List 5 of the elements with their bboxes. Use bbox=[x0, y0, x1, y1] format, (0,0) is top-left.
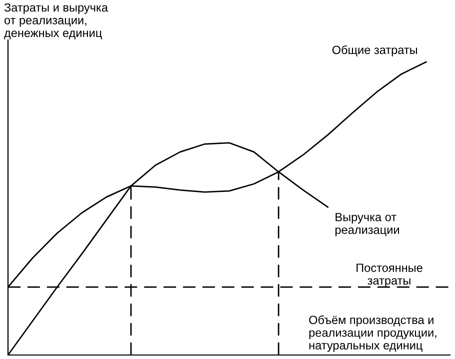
series-label: Общие затраты bbox=[332, 45, 417, 56]
x-axis-title: Объём производства и реализации продукции, натуральных единиц bbox=[309, 315, 436, 352]
series-label: Выручка от реализации bbox=[335, 213, 399, 236]
ref-line-label: Постоянные затраты bbox=[356, 264, 422, 288]
y-axis-title: Затраты и выручка от реализации, денежных единиц bbox=[4, 3, 108, 40]
